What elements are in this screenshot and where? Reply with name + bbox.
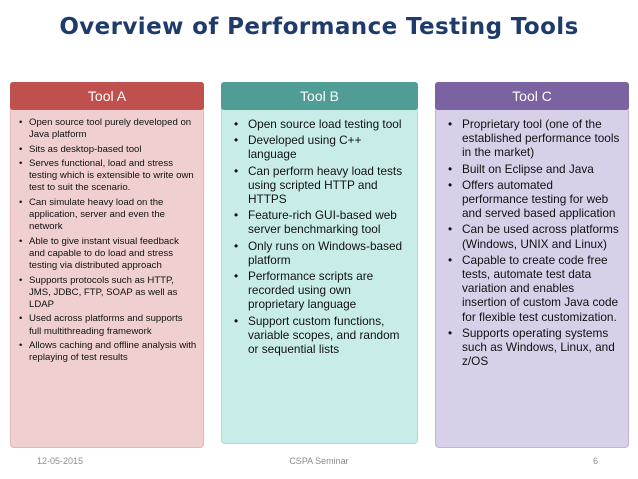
tool-a-column: Open source tool purely developed on Jav… xyxy=(10,82,204,448)
list-item: Supports protocols such as HTTP, JMS, JD… xyxy=(17,275,197,312)
page-number: 6 xyxy=(593,456,599,466)
list-item: Can be used across platforms (Windows, U… xyxy=(446,222,620,250)
slide-title: Overview of Performance Testing Tools xyxy=(59,14,579,40)
tool-b-content-box: Open source load testing tool Developed … xyxy=(221,102,418,444)
list-item: Able to give instant visual feedback and… xyxy=(17,236,197,273)
list-item: Performance scripts are recorded using o… xyxy=(232,269,409,312)
tool-c-column: Proprietary tool (one of the established… xyxy=(435,82,629,448)
list-item: Capable to create code free tests, autom… xyxy=(446,253,620,324)
tool-c-feature-list: Proprietary tool (one of the established… xyxy=(436,103,628,368)
tool-a-feature-list: Open source tool purely developed on Jav… xyxy=(11,103,203,365)
list-item: Sits as desktop-based tool xyxy=(17,144,197,157)
tool-b-feature-list: Open source load testing tool Developed … xyxy=(222,103,417,356)
list-item: Open source tool purely developed on Jav… xyxy=(17,117,197,142)
tool-a-header: Tool A xyxy=(10,82,204,110)
list-item: Allows caching and offline analysis with… xyxy=(17,340,197,365)
tool-c-content-box: Proprietary tool (one of the established… xyxy=(435,102,629,448)
list-item: Developed using C++ language xyxy=(232,133,409,161)
footer-date: 12-05-2015 xyxy=(37,456,84,466)
tool-b-header: Tool B xyxy=(221,82,418,110)
list-item: Supports operating systems such as Windo… xyxy=(446,326,620,369)
list-item: Used across platforms and supports full … xyxy=(17,313,197,338)
list-item: Support custom functions, variable scope… xyxy=(232,314,409,357)
list-item: Feature-rich GUI-based web server benchm… xyxy=(232,208,409,236)
list-item: Proprietary tool (one of the established… xyxy=(446,117,620,160)
tool-b-column: Open source load testing tool Developed … xyxy=(221,82,418,444)
list-item: Offers automated performance testing for… xyxy=(446,178,620,221)
tool-c-header: Tool C xyxy=(435,82,629,110)
list-item: Open source load testing tool xyxy=(232,117,409,131)
list-item: Only runs on Windows-based platform xyxy=(232,239,409,267)
list-item: Serves functional, load and stress testi… xyxy=(17,158,197,195)
list-item: Can simulate heavy load on the applicati… xyxy=(17,197,197,234)
footer-title: CSPA Seminar xyxy=(289,456,349,466)
tool-a-content-box: Open source tool purely developed on Jav… xyxy=(10,102,204,448)
list-item: Can perform heavy load tests using scrip… xyxy=(232,164,409,207)
list-item: Built on Eclipse and Java xyxy=(446,162,620,176)
